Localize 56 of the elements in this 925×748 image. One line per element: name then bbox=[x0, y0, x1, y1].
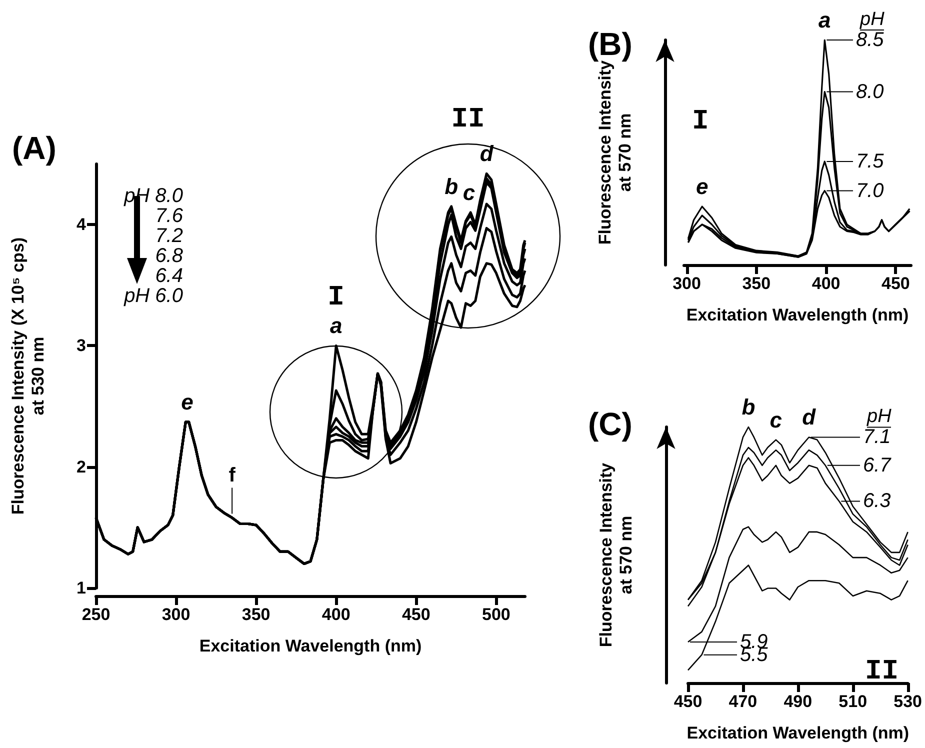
x-tick-label: 450 bbox=[402, 605, 430, 624]
legend-label: 8.5 bbox=[856, 29, 885, 51]
legend-label: 7.1 bbox=[863, 426, 891, 448]
x-tick-label: 400 bbox=[812, 274, 840, 293]
annotation: II bbox=[865, 656, 899, 688]
annotation: f bbox=[228, 464, 236, 487]
annotation: c bbox=[770, 407, 782, 432]
annotation: I bbox=[328, 282, 344, 314]
x-tick-label: 250 bbox=[82, 605, 110, 624]
y-axis-title: Fluorescence Intensity at 570 nm bbox=[596, 462, 636, 648]
annotation: a bbox=[818, 8, 831, 32]
annotation: b bbox=[742, 394, 756, 420]
x-axis-title: Excitation Wavelength (nm) bbox=[686, 724, 910, 742]
chart-title: (A) bbox=[12, 130, 56, 166]
text: II bbox=[451, 104, 485, 136]
chart-title: (C) bbox=[588, 406, 632, 442]
annotation: e bbox=[696, 174, 708, 199]
x-tick-label: 450 bbox=[674, 692, 702, 711]
annotation: a bbox=[330, 313, 342, 338]
annotation: d bbox=[480, 141, 494, 166]
x-tick-label: 500 bbox=[482, 605, 510, 624]
annotation: 7.6 bbox=[155, 205, 184, 227]
chart-title: (B) bbox=[588, 26, 632, 62]
x-tick-label: 450 bbox=[881, 274, 910, 293]
annotation: c bbox=[462, 180, 476, 205]
x-tick-label: 490 bbox=[784, 692, 812, 711]
annotation: I bbox=[692, 106, 709, 138]
x-tick-label: 400 bbox=[322, 605, 350, 624]
legend-label: 7.0 bbox=[856, 180, 884, 202]
x-tick-label: 470 bbox=[728, 692, 758, 711]
y-tick-label: 3 bbox=[76, 336, 86, 356]
annotation: 6.8 bbox=[155, 245, 183, 267]
annotation: 7.2 bbox=[155, 225, 183, 247]
x-tick-label: 530 bbox=[894, 692, 922, 711]
y-tick-label: 4 bbox=[76, 215, 87, 234]
x-tick-label: 300 bbox=[162, 605, 190, 624]
legend-label: 8.0 bbox=[856, 80, 884, 103]
legend-title: pH bbox=[866, 406, 892, 428]
x-tick-label: 350 bbox=[742, 274, 771, 293]
annotation: pH 6.0 bbox=[123, 285, 183, 307]
x-tick-label: 300 bbox=[672, 274, 701, 293]
y-tick-label: 1 bbox=[76, 578, 86, 598]
annotation: d bbox=[802, 404, 816, 430]
x-axis-title: Excitation Wavelength (nm) bbox=[199, 636, 422, 656]
annotation: 6.4 bbox=[155, 265, 183, 287]
annotation: e bbox=[181, 390, 194, 415]
y-tick-label: 2 bbox=[76, 457, 86, 476]
legend-label: 6.3 bbox=[863, 490, 891, 512]
y-axis-title: Fluorescence Intensity (X 10⁵ cps) at 530 nm bbox=[8, 237, 48, 515]
legend-title: pH bbox=[859, 9, 885, 30]
legend-label: 7.5 bbox=[856, 150, 885, 172]
x-axis-title: Excitation Wavelength (nm) bbox=[686, 306, 909, 324]
x-tick-label: 350 bbox=[242, 605, 270, 624]
x-tick-label: 510 bbox=[838, 692, 868, 711]
legend-label: 6.7 bbox=[863, 454, 892, 476]
annotation: b bbox=[444, 174, 458, 199]
